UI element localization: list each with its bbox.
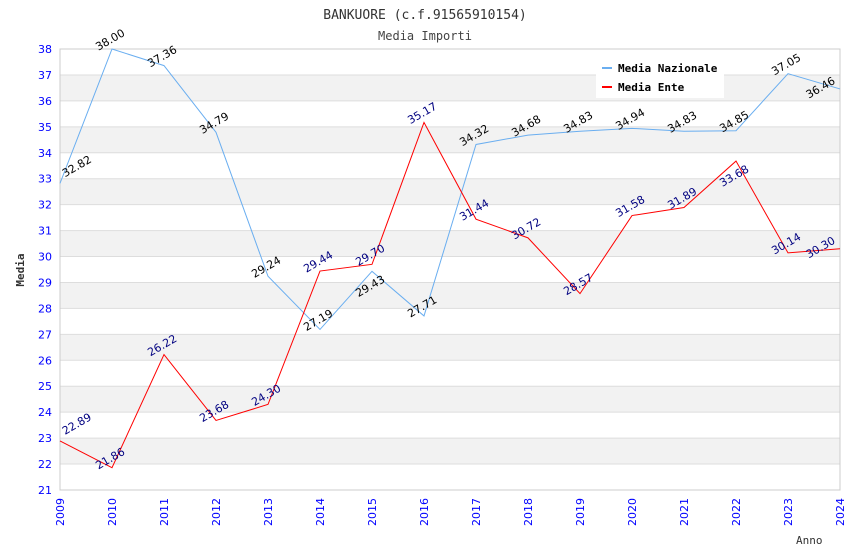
y-tick-label: 37 (38, 69, 52, 82)
x-tick-label: 2009 (54, 498, 67, 526)
x-tick-label: 2016 (418, 498, 431, 526)
grid-band (60, 334, 840, 361)
y-tick-label: 30 (38, 251, 52, 264)
plot-area (60, 49, 840, 490)
y-tick-label: 28 (38, 302, 52, 315)
x-tick-label: 2022 (730, 498, 743, 526)
x-axis-label: Anno (796, 534, 823, 547)
x-tick-label: 2024 (834, 498, 847, 526)
y-tick-label: 38 (38, 43, 52, 56)
x-tick-label: 2019 (574, 498, 587, 526)
plot-border (59, 48, 841, 491)
grid-band (60, 230, 840, 257)
y-axis-label: Media (14, 253, 27, 286)
y-tick-label: 36 (38, 95, 52, 108)
legend: Media Nazionale Media Ente (596, 56, 724, 98)
x-tick-label: 2020 (626, 498, 639, 526)
y-tick-label: 25 (38, 380, 52, 393)
x-tick-label: 2023 (782, 498, 795, 526)
x-tick-label: 2010 (106, 498, 119, 526)
grid-band (60, 282, 840, 309)
chart-subtitle: Media Importi (378, 29, 472, 43)
y-tick-label: 22 (38, 458, 52, 471)
series-line-media-ente (59, 121, 841, 469)
y-tick-label: 24 (38, 406, 52, 419)
x-tick-label: 2011 (158, 498, 171, 526)
grid-band (60, 386, 840, 413)
x-tick-label: 2017 (470, 498, 483, 526)
x-tick-label: 2015 (366, 498, 379, 526)
y-tick-label: 31 (38, 225, 52, 238)
y-tick-label: 34 (38, 147, 52, 160)
y-tick-label: 21 (38, 484, 52, 497)
x-tick-label: 2012 (210, 498, 223, 526)
x-tick-label: 2013 (262, 498, 275, 526)
y-tick-label: 33 (38, 173, 52, 186)
y-tick-label: 35 (38, 121, 52, 134)
y-tick-label: 27 (38, 328, 52, 341)
series-line-media-nazionale (59, 48, 841, 331)
y-tick-label: 29 (38, 276, 52, 289)
y-tick-label: 26 (38, 354, 52, 367)
grid-band (60, 178, 840, 205)
grid-band (60, 438, 840, 465)
legend-label: Media Ente (618, 81, 685, 94)
legend-label: Media Nazionale (618, 62, 718, 75)
x-tick-label: 2014 (314, 498, 327, 526)
legend-box (596, 56, 724, 98)
x-tick-label: 2018 (522, 498, 535, 526)
chart-title: BANKUORE (c.f.91565910154) (323, 8, 527, 23)
y-tick-label: 32 (38, 199, 52, 212)
x-tick-label: 2021 (678, 498, 691, 526)
y-tick-label: 23 (38, 432, 52, 445)
